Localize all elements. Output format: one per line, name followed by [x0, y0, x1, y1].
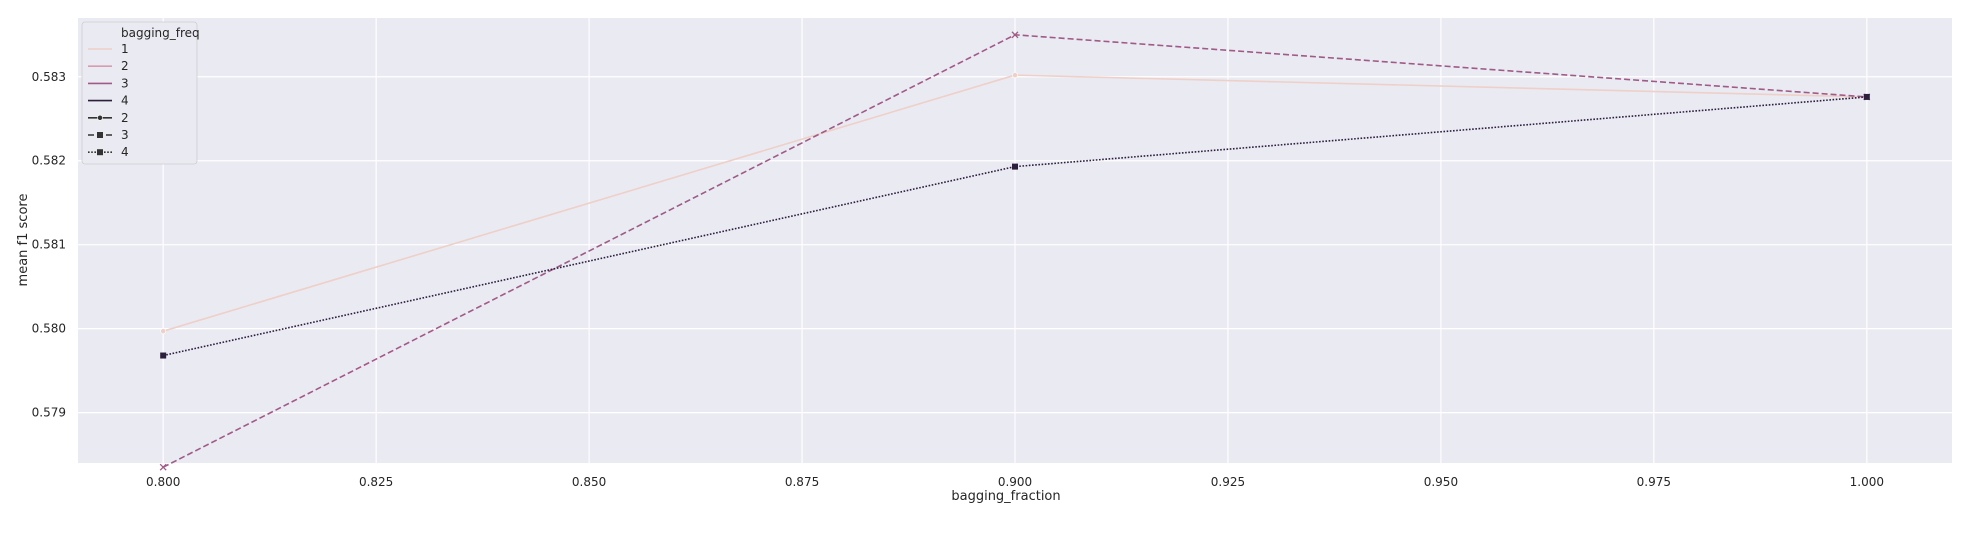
y-tick-label: 0.582	[32, 154, 66, 168]
legend-hue-label: 3	[121, 76, 129, 90]
y-tick-label: 0.580	[32, 322, 66, 336]
data-point-s3-stroke	[159, 463, 167, 471]
legend-style-label: 3	[121, 128, 129, 142]
legend-hue-label: 1	[121, 42, 129, 56]
x-tick-label: 1.000	[1850, 475, 1884, 489]
data-point-s3-stroke	[1011, 31, 1019, 39]
legend-style-label: 4	[121, 145, 129, 159]
y-axis-label: mean f1 score	[16, 194, 31, 287]
x-tick-label: 0.800	[146, 475, 180, 489]
x-tick-label: 0.825	[359, 475, 393, 489]
x-tick-label: 0.925	[1211, 475, 1245, 489]
data-point-s3	[1011, 31, 1019, 39]
x-tick-label: 0.900	[998, 475, 1032, 489]
legend-title: bagging_freq	[121, 26, 200, 40]
y-tick-labels: 0.579 0.580 0.581 0.582 0.583	[32, 70, 66, 420]
legend-style-label: 2	[121, 111, 129, 125]
x-tick-label: 0.875	[785, 475, 819, 489]
x-tick-label: 0.850	[572, 475, 606, 489]
data-point-s2	[160, 328, 167, 335]
x-tick-label: 0.975	[1637, 475, 1671, 489]
x-tick-labels: 0.800 0.825 0.850 0.875 0.900 0.925 0.950 0.975…	[146, 475, 1884, 489]
legend: bagging_freq 1 2 3 4 2 3 4	[81, 21, 200, 165]
legend-box	[81, 21, 198, 165]
y-tick-label: 0.583	[32, 70, 66, 84]
legend-hue-label: 2	[121, 59, 129, 73]
series-lines	[159, 31, 1871, 471]
x-axis-label: bagging_fraction	[951, 489, 1060, 504]
data-point-s4	[1863, 93, 1870, 100]
x-tick-label: 0.950	[1424, 475, 1458, 489]
data-point-s2	[1012, 72, 1018, 78]
y-tick-label: 0.579	[32, 406, 66, 420]
legend-style-marker	[97, 132, 103, 138]
data-point-s4	[160, 352, 167, 359]
legend-style-marker	[97, 149, 103, 156]
legend-hue-label: 4	[121, 94, 129, 108]
data-point-s4	[1012, 163, 1018, 170]
y-tick-label: 0.581	[32, 238, 66, 252]
legend-style-marker	[97, 114, 103, 121]
data-point-s3	[159, 463, 167, 471]
